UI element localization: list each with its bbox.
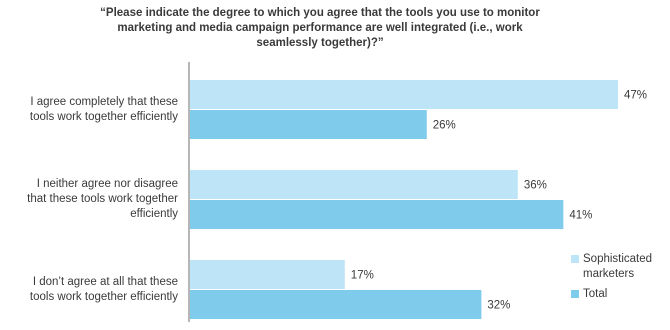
category-label-line: I don’t agree at all that these	[32, 275, 178, 288]
bar-total-1	[190, 110, 427, 139]
category-label-1: I agree completely that these tools work …	[0, 95, 178, 125]
legend-swatch	[571, 290, 579, 298]
bar-sophisticated-1	[190, 80, 618, 109]
chart-title-line: seamlessly together)?”	[256, 37, 384, 49]
category-label-3: I don’t agree at all that these tools wor…	[0, 275, 178, 305]
value-label-sophisticated-3: 17%	[351, 270, 374, 282]
legend-swatch	[571, 255, 579, 263]
chart-title-line: “Please indicate the degree to which you…	[100, 7, 540, 19]
value-label-sophisticated-2: 36%	[524, 180, 547, 192]
bar-total-3	[190, 290, 482, 319]
legend-label-line: Sophisticated	[583, 253, 653, 265]
chart-title-line: marketing and media campaign performance…	[117, 22, 523, 34]
legend-label: Sophisticated marketers	[583, 252, 652, 282]
chart-title: “Please indicate the degree to which you…	[70, 6, 570, 51]
legend-label: Total	[583, 287, 607, 302]
category-label-line: that these tools work together	[27, 193, 178, 205]
category-label-line: efficiently	[130, 208, 178, 220]
legend-label-line: marketers	[583, 268, 635, 280]
category-label-2: I neither agree nor disagree that these t…	[0, 177, 178, 222]
category-label-line: tools work together efficiently	[29, 110, 178, 123]
category-label-line: I neither agree nor disagree	[36, 178, 178, 190]
bar-sophisticated-2	[190, 170, 518, 199]
value-label-sophisticated-1: 47%	[624, 90, 647, 102]
bar-total-2	[190, 200, 564, 229]
value-label-total-1: 26%	[433, 120, 456, 132]
category-label-line: I agree completely that these	[30, 95, 178, 108]
value-label-total-3: 32%	[487, 300, 510, 312]
legend-label-line: Total	[583, 288, 608, 300]
bar-sophisticated-3	[190, 260, 345, 289]
category-label-line: tools work together efficiently	[29, 290, 178, 303]
value-label-total-2: 41%	[569, 210, 592, 222]
